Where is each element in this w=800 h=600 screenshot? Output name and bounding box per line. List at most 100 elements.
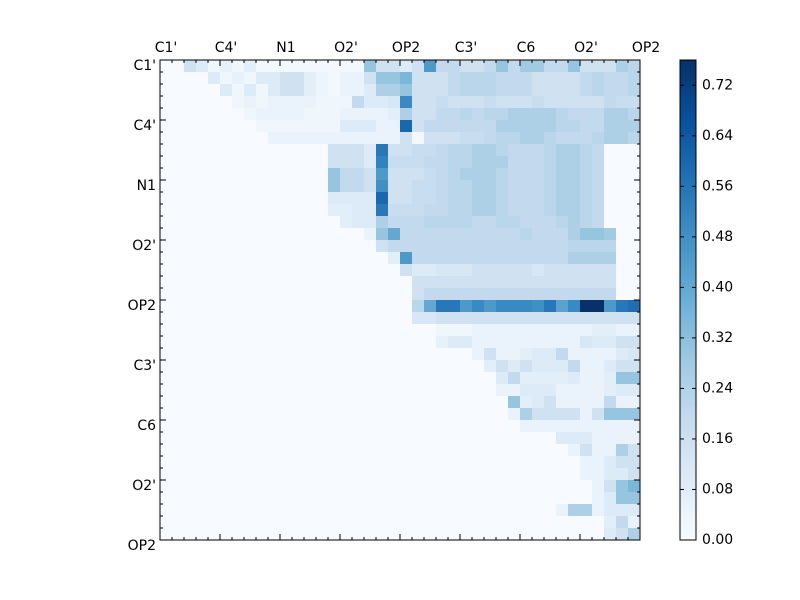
heatmap-cell (220, 108, 232, 120)
heatmap-cell (496, 312, 508, 324)
heatmap-cell (208, 360, 220, 372)
heatmap-cell (364, 192, 376, 204)
y-tick-labels: C1'C4'N1O2'OP2C3'C6O2'OP2 (128, 58, 156, 554)
heatmap-cell (580, 480, 592, 492)
heatmap-cell (580, 96, 592, 108)
heatmap-cell (352, 288, 364, 300)
heatmap-cell (280, 180, 292, 192)
heatmap-cell (424, 384, 436, 396)
heatmap-cell (376, 300, 388, 312)
heatmap-cell (340, 132, 352, 144)
heatmap-cell (196, 108, 208, 120)
heatmap-cell (424, 492, 436, 504)
heatmap-cell (388, 528, 400, 540)
heatmap-cell (364, 72, 376, 84)
heatmap-cell (376, 204, 388, 216)
heatmap-cell (316, 216, 328, 228)
heatmap-cell (388, 216, 400, 228)
heatmap-cell (436, 348, 448, 360)
heatmap-cell (328, 144, 340, 156)
heatmap-cell (460, 420, 472, 432)
heatmap-cell (376, 96, 388, 108)
heatmap-cell (412, 60, 424, 72)
heatmap-cell (160, 96, 172, 108)
heatmap-cell (244, 108, 256, 120)
heatmap-cell (592, 192, 604, 204)
heatmap-cell (280, 432, 292, 444)
heatmap-cell (496, 84, 508, 96)
heatmap-cell (340, 84, 352, 96)
heatmap-cell (268, 468, 280, 480)
heatmap-cell (448, 216, 460, 228)
heatmap-cell (484, 276, 496, 288)
heatmap-cell (172, 408, 184, 420)
heatmap-cell (400, 120, 412, 132)
heatmap-cell (616, 264, 628, 276)
heatmap-cell (496, 372, 508, 384)
heatmap-cell (604, 132, 616, 144)
heatmap-cell (412, 180, 424, 192)
heatmap-cell (352, 312, 364, 324)
heatmap-cell (376, 132, 388, 144)
heatmap-cell (544, 492, 556, 504)
heatmap-cell (580, 72, 592, 84)
heatmap-cell (328, 132, 340, 144)
heatmap-cell (352, 324, 364, 336)
heatmap-cell (256, 276, 268, 288)
heatmap-cell (304, 348, 316, 360)
heatmap-cell (268, 216, 280, 228)
heatmap-cell (280, 348, 292, 360)
heatmap-cell (604, 384, 616, 396)
heatmap-cell (220, 168, 232, 180)
heatmap-cell (556, 432, 568, 444)
heatmap-cell (616, 504, 628, 516)
heatmap-cell (244, 192, 256, 204)
heatmap-cell (304, 192, 316, 204)
heatmap-cell (448, 336, 460, 348)
heatmap-cell (364, 504, 376, 516)
heatmap-cell (448, 144, 460, 156)
heatmap-cell (628, 408, 640, 420)
heatmap-cell (460, 120, 472, 132)
heatmap-cell (520, 444, 532, 456)
heatmap-cell (220, 492, 232, 504)
heatmap-cell (340, 60, 352, 72)
heatmap-cell (616, 468, 628, 480)
heatmap-cell (316, 252, 328, 264)
heatmap-cell (484, 312, 496, 324)
heatmap-cell (556, 120, 568, 132)
heatmap-cell (376, 408, 388, 420)
heatmap-cell (160, 384, 172, 396)
heatmap-cell (556, 288, 568, 300)
heatmap-cell (424, 60, 436, 72)
heatmap-cell (616, 420, 628, 432)
heatmap-cell (292, 144, 304, 156)
heatmap-cell (292, 288, 304, 300)
heatmap-cell (412, 492, 424, 504)
heatmap-cell (400, 264, 412, 276)
heatmap-cell (388, 444, 400, 456)
heatmap-cell (484, 468, 496, 480)
heatmap-cell (496, 288, 508, 300)
heatmap-cell (400, 96, 412, 108)
heatmap-cell (352, 456, 364, 468)
heatmap-cell (400, 420, 412, 432)
heatmap-cell (352, 264, 364, 276)
heatmap-cell (244, 228, 256, 240)
heatmap-cell (580, 84, 592, 96)
heatmap-cell (484, 204, 496, 216)
heatmap-cell (496, 228, 508, 240)
heatmap-cell (220, 60, 232, 72)
heatmap-cell (292, 504, 304, 516)
heatmap-cell (172, 192, 184, 204)
heatmap-cell (256, 216, 268, 228)
heatmap-cell (184, 468, 196, 480)
heatmap-cell (412, 456, 424, 468)
heatmap-cell (556, 384, 568, 396)
heatmap-cell (364, 288, 376, 300)
heatmap-cell (412, 480, 424, 492)
heatmap-cell (292, 300, 304, 312)
heatmap-cell (448, 108, 460, 120)
heatmap-cell (412, 504, 424, 516)
heatmap-cell (508, 528, 520, 540)
